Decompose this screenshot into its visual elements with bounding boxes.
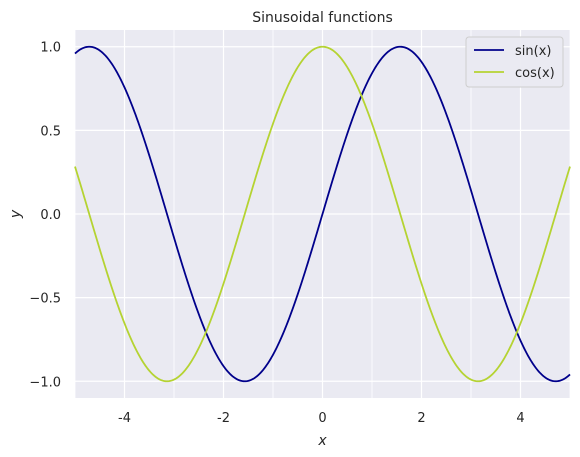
y-tick-label: 0.0: [40, 208, 61, 223]
chart-title: Sinusoidal functions: [252, 10, 393, 26]
series-lines: [74, 45, 571, 383]
legend-label-cos: cos(x): [515, 66, 555, 81]
x-tick-label: 4: [516, 411, 524, 426]
legend: sin(x) cos(x): [465, 36, 564, 88]
series-line-cos: [74, 45, 571, 383]
x-tick-label: -4: [118, 411, 131, 426]
y-tick-label: −0.5: [29, 292, 61, 307]
x-tick-label: 0: [318, 411, 326, 426]
y-tick-label: −1.0: [29, 375, 61, 390]
x-tick-label: 2: [417, 411, 425, 426]
x-axis-label: x: [317, 433, 327, 449]
legend-label-sin: sin(x): [515, 44, 551, 59]
y-tick-label: 1.0: [40, 41, 61, 56]
y-tick-labels: 1.0 0.5 0.0 −0.5 −1.0: [29, 41, 61, 391]
x-tick-labels: -4 -2 0 2 4: [118, 411, 525, 426]
x-tick-label: -2: [217, 411, 230, 426]
series-line-sin: [74, 45, 571, 383]
y-axis-label: y: [8, 209, 24, 219]
y-tick-label: 0.5: [40, 124, 61, 139]
